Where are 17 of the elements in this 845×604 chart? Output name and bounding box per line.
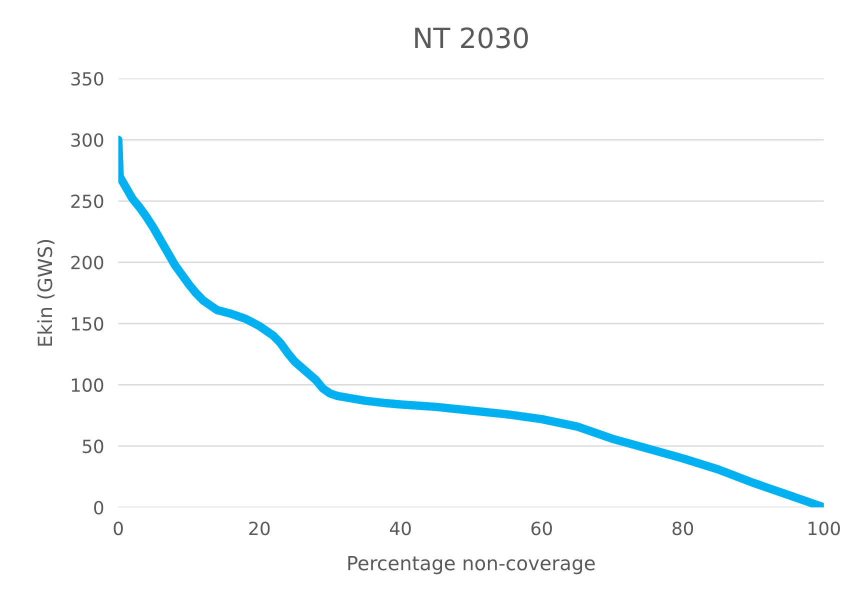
x-tick-label: 100	[808, 522, 840, 536]
x-tick-label: 0	[114, 522, 123, 536]
x-tick-label: 20	[249, 522, 270, 536]
y-tick-label: 100	[72, 378, 104, 392]
y-tick-label: 300	[71, 133, 104, 147]
x-tick-label: 60	[531, 522, 552, 536]
y-tick-label: 350	[71, 72, 104, 86]
chart-title: NT 2030	[415, 27, 528, 48]
x-tick-label: 80	[672, 522, 694, 536]
x-tick-label: 40	[390, 522, 411, 536]
y-tick-label: 0	[94, 500, 104, 514]
y-tick-label: 50	[82, 440, 104, 454]
y-tick-label: 200	[71, 256, 104, 270]
y-tick-label: 150	[72, 317, 104, 331]
y-tick-label: 250	[71, 194, 104, 208]
x-axis-title: Percentage non-coverage	[348, 556, 595, 574]
y-axis-title: Ekin (GWS)	[37, 240, 55, 346]
